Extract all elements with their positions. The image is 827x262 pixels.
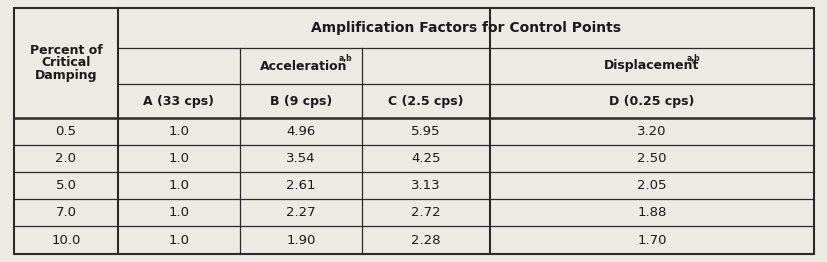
Text: 3.13: 3.13 [411,179,440,192]
Text: 2.28: 2.28 [411,233,440,247]
Text: 7.0: 7.0 [55,206,76,219]
Text: 1.0: 1.0 [169,179,189,192]
Text: 1.0: 1.0 [169,152,189,165]
Text: 5.0: 5.0 [55,179,76,192]
Text: Amplification Factors for Control Points: Amplification Factors for Control Points [311,21,620,35]
Text: B (9 cps): B (9 cps) [270,95,332,107]
Text: 3.20: 3.20 [637,125,666,138]
Text: 3.54: 3.54 [286,152,315,165]
Text: 2.27: 2.27 [286,206,315,219]
Text: 1.70: 1.70 [637,233,666,247]
Text: a,b: a,b [338,54,351,63]
Text: 1.0: 1.0 [169,125,189,138]
Text: 2.72: 2.72 [411,206,440,219]
Text: Displacement: Displacement [604,59,699,73]
Text: 2.61: 2.61 [286,179,315,192]
Text: 2.50: 2.50 [637,152,666,165]
Text: 4.25: 4.25 [411,152,440,165]
Text: 4.96: 4.96 [286,125,315,138]
Text: 1.0: 1.0 [169,206,189,219]
Text: Acceleration: Acceleration [260,59,347,73]
Text: D (0.25 cps): D (0.25 cps) [609,95,694,107]
Text: Damping: Damping [35,69,97,83]
Text: 1.88: 1.88 [637,206,666,219]
Text: 2.0: 2.0 [55,152,76,165]
Text: a,b: a,b [686,54,699,63]
Text: A (33 cps): A (33 cps) [143,95,214,107]
Text: Critical: Critical [41,57,91,69]
Text: 0.5: 0.5 [55,125,76,138]
Text: 2.05: 2.05 [637,179,666,192]
Text: 1.90: 1.90 [286,233,315,247]
Text: 1.0: 1.0 [169,233,189,247]
Text: 10.0: 10.0 [51,233,80,247]
Text: Percent of: Percent of [30,43,103,57]
Text: C (2.5 cps): C (2.5 cps) [388,95,463,107]
Text: 5.95: 5.95 [411,125,440,138]
